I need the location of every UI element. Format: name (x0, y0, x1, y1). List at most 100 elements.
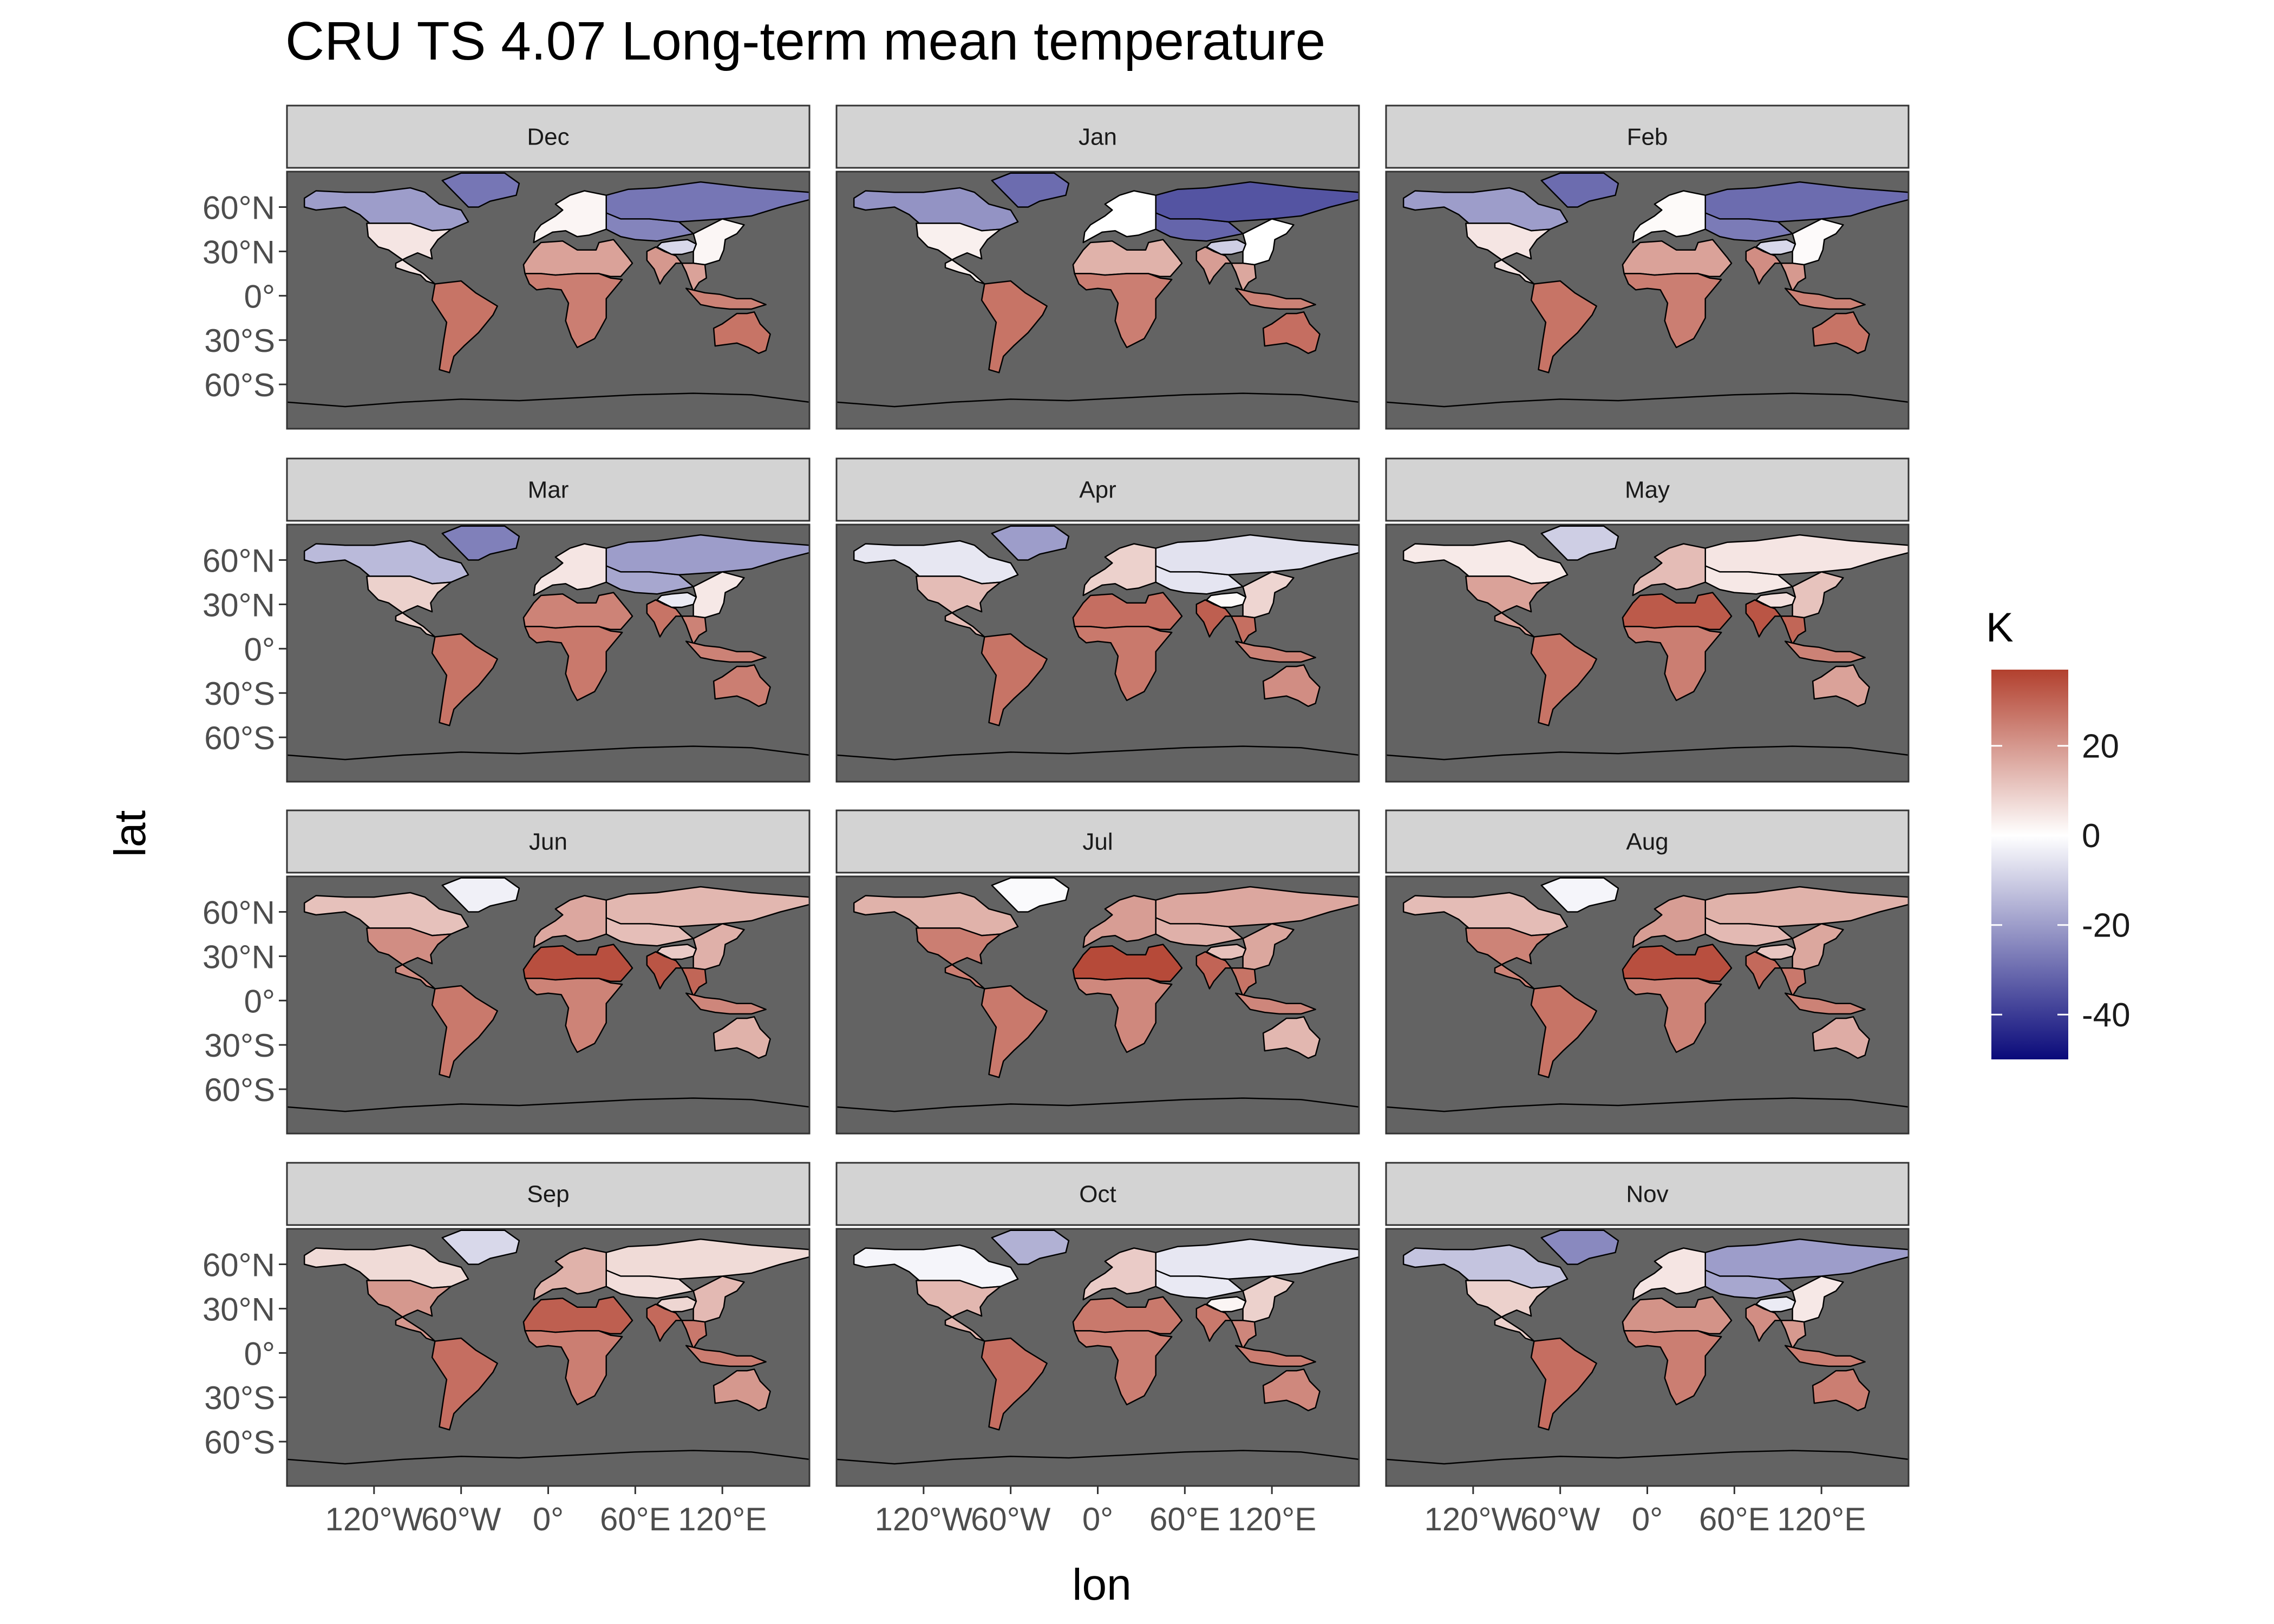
facet-strip-label: Nov (1626, 1181, 1668, 1208)
land-usa (916, 927, 1002, 990)
land-amazonia (1530, 633, 1597, 726)
land-tibet (1206, 592, 1247, 608)
facet-strip (835, 104, 1360, 169)
y-tick-label: 0° (244, 278, 275, 315)
land-central-africa (1074, 626, 1173, 702)
land-usa (916, 1280, 1002, 1342)
map-frame (835, 875, 1360, 1135)
land-australia (1262, 311, 1321, 355)
y-tick-label: 60°N (202, 895, 275, 931)
y-tick-label: 0° (244, 1335, 275, 1372)
land-tibet (656, 592, 697, 608)
x-tick-label: 60°W (971, 1501, 1051, 1537)
land-usa (916, 575, 1002, 638)
land-indonesia (685, 287, 767, 310)
land-canada-alaska (1402, 1244, 1569, 1289)
map-frame (286, 875, 811, 1135)
land-amazonia (981, 985, 1048, 1078)
x-tick-label: 60°W (421, 1501, 501, 1537)
land-usa (366, 927, 452, 990)
land-tibet (656, 944, 697, 960)
land-australia (1262, 1368, 1321, 1412)
y-tick-label: 60°S (204, 720, 275, 756)
facet-strip (286, 1162, 811, 1226)
facet-panel-oct: Oct (835, 1162, 1360, 1487)
facet-strip-label: Aug (1626, 829, 1668, 855)
land-southeast-asia (1230, 967, 1257, 997)
x-axis-label: lon (1072, 1560, 1131, 1609)
x-axis-ticks: 120°W60°W 0° 60°E 120°E 120°W60°W 0° 60°E 120°E… (325, 1486, 1866, 1537)
colorbar-tick-label: 0 (2082, 817, 2100, 855)
facet-strip (835, 457, 1360, 522)
land-india (646, 599, 683, 638)
land-indonesia (1234, 640, 1316, 663)
facet-strip (286, 809, 811, 874)
y-tick-label: 30°S (204, 1027, 275, 1064)
facet-panel-nov: Nov (1385, 1162, 1910, 1487)
land-siberia (605, 1238, 811, 1280)
y-tick-label: 30°N (202, 1291, 275, 1327)
land-tibet (1755, 944, 1796, 960)
land-canada-alaska (303, 187, 469, 232)
land-australia (713, 311, 771, 355)
land-central-africa (524, 626, 623, 702)
land-southeast-asia (681, 615, 707, 645)
land-central-africa (1074, 1330, 1173, 1406)
x-tick-label: 0° (533, 1501, 564, 1537)
land-siberia (1155, 181, 1360, 223)
y-tick-label: 60°N (202, 1247, 275, 1284)
land-greenland (991, 1229, 1070, 1265)
facet-strip (835, 809, 1360, 874)
land-central-africa (1623, 1330, 1722, 1406)
land-greenland (1540, 877, 1619, 913)
facet-strip-label: Jun (529, 829, 567, 855)
facet-panel-jul: Jul (835, 809, 1360, 1135)
y-tick-label: 30°N (202, 939, 275, 975)
y-tick-label: 30°S (204, 323, 275, 359)
land-indonesia (1784, 992, 1866, 1015)
y-tick-label: 30°S (204, 676, 275, 712)
y-tick-label: 60°S (204, 1072, 275, 1108)
land-greenland (441, 877, 520, 913)
land-tibet (1755, 239, 1796, 256)
land-europe (1082, 190, 1156, 244)
land-amazonia (981, 633, 1048, 726)
land-southeast-asia (1230, 263, 1257, 292)
facet-strip (1385, 457, 1910, 522)
land-tibet (1206, 239, 1247, 256)
land-usa (1465, 1280, 1551, 1342)
facet-panel-mar: Mar (286, 457, 811, 783)
land-europe (1082, 895, 1156, 948)
land-greenland (441, 525, 520, 561)
land-greenland (991, 525, 1070, 561)
facet-strip-label: Jul (1082, 829, 1113, 855)
map-frame (1385, 875, 1910, 1135)
land-southeast-asia (681, 263, 707, 292)
y-axis-ticks: 60°N 30°N 0° 30°S 60°S 60°N 30°N 0° 30°S 60°S 60°N… (202, 190, 287, 1461)
facet-panel-jan: Jan (835, 104, 1360, 430)
x-tick-label: 60°E (1699, 1501, 1770, 1537)
facet-strip-label: Apr (1079, 477, 1116, 503)
land-india (1745, 599, 1782, 638)
y-tick-label: 0° (244, 983, 275, 1019)
land-australia (1812, 311, 1870, 355)
land-siberia (1704, 1238, 1910, 1280)
colorbar-ticks: 20 0 -20 -40 (1991, 728, 2131, 1034)
land-europe (533, 1247, 607, 1301)
x-tick-label: 120°W (1424, 1501, 1522, 1537)
land-usa (1465, 927, 1551, 990)
land-india (1745, 246, 1782, 285)
land-siberia (1155, 1238, 1360, 1280)
facet-strip (1385, 1162, 1910, 1226)
facet-panel-feb: Feb (1385, 104, 1910, 430)
facet-strip (286, 104, 811, 169)
land-india (1195, 951, 1232, 990)
land-australia (1812, 1016, 1870, 1059)
land-usa (366, 1280, 452, 1342)
land-europe (1632, 190, 1706, 244)
map-frame (835, 523, 1360, 783)
land-greenland (1540, 172, 1619, 208)
map-frame (1385, 523, 1910, 783)
land-siberia (1704, 181, 1910, 223)
x-tick-label: 120°E (1227, 1501, 1316, 1537)
